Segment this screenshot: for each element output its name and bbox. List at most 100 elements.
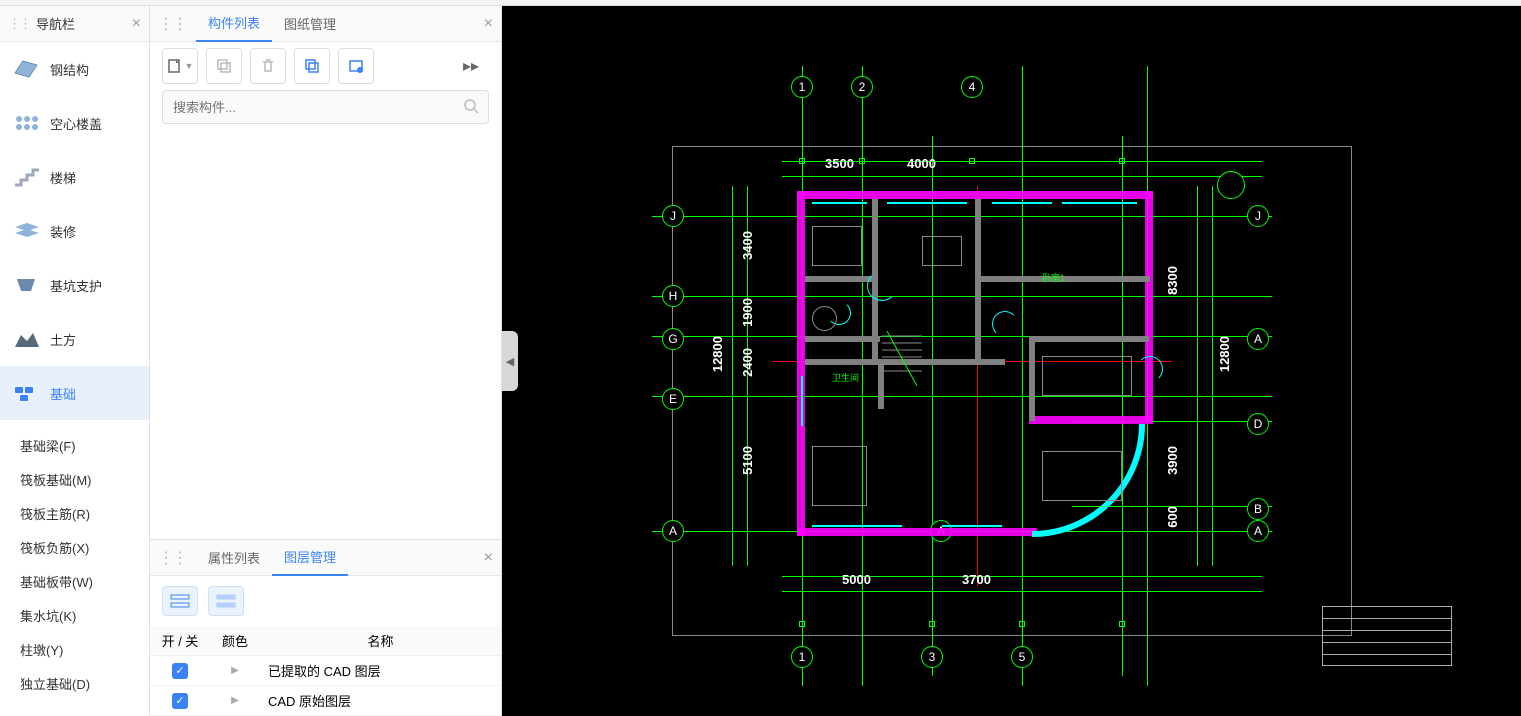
dim-line (1212, 186, 1213, 566)
mid-panel: ⋮⋮ 构件列表 图纸管理 × ▼ ▸▸ ⋮⋮ 属性列表 图层管理 × (150, 6, 502, 716)
grid-line (652, 296, 1272, 297)
grid-bubble: 5 (1011, 646, 1033, 668)
layer-row[interactable]: ✓ ▶ 已提取的 CAD 图层 (150, 656, 501, 686)
expand-icon[interactable]: ▶ (210, 665, 260, 676)
grid-line (932, 136, 933, 676)
dropdown-arrow-icon: ▼ (185, 61, 194, 71)
copy-button[interactable] (206, 48, 242, 84)
close-icon[interactable]: × (484, 15, 493, 33)
wall (797, 528, 1037, 536)
dim-text: 4000 (907, 156, 936, 171)
grid-bubble: 2 (851, 76, 873, 98)
nav-item-stair[interactable]: 楼梯 (0, 150, 149, 204)
dim-line (782, 591, 1262, 592)
earthwork-icon (12, 325, 40, 353)
grid-bubble: E (662, 388, 684, 410)
furniture-table (922, 236, 962, 266)
wall-interior (1029, 336, 1035, 421)
col-name: 名称 (260, 631, 501, 650)
nav-panel: ⋮⋮ 导航栏 × 钢结构 空心楼盖 楼梯 装修 基坑支护 (0, 6, 150, 716)
nav-item-hollow-floor[interactable]: 空心楼盖 (0, 96, 149, 150)
more-button[interactable]: ▸▸ (453, 48, 489, 84)
nav-sub-item[interactable]: 集水坑(K) (0, 598, 149, 632)
nav-sub-item[interactable]: 筏板基础(M) (0, 462, 149, 496)
grid-marker (859, 158, 865, 164)
nav-item-foundation[interactable]: 基础 (0, 366, 149, 420)
wall (797, 191, 1153, 199)
new-button[interactable]: ▼ (162, 48, 198, 84)
nav-sub-item[interactable]: 筏板负筋(X) (0, 530, 149, 564)
room-label: 卫生间 (832, 371, 859, 384)
stair-icon (12, 163, 40, 191)
steel-icon (12, 55, 40, 83)
dim-text: 3900 (1165, 446, 1180, 475)
layer-table: 开 / 关 颜色 名称 ✓ ▶ 已提取的 CAD 图层 ✓ ▶ CAD 原始图层 (150, 626, 501, 716)
nav-panel-title: 导航栏 (36, 14, 75, 33)
grid-marker (929, 621, 935, 627)
grid-bubble: G (662, 328, 684, 350)
grid-bubble: A (1247, 520, 1269, 542)
window (887, 202, 967, 204)
nav-sub-item[interactable]: 柱墩(Y) (0, 632, 149, 666)
search-input[interactable] (162, 90, 489, 124)
drag-handle-icon[interactable]: ⋮⋮ (158, 14, 186, 34)
window (812, 525, 902, 527)
grid-bubble: B (1247, 498, 1269, 520)
grid-bubble: A (662, 520, 684, 542)
col-color: 颜色 (210, 631, 260, 650)
nav-sub-item[interactable]: 基础梁(F) (0, 428, 149, 462)
layer-row[interactable]: ✓ ▶ CAD 原始图层 (150, 686, 501, 716)
drag-handle-icon[interactable]: ⋮⋮ (158, 548, 186, 568)
search-icon (463, 98, 479, 119)
cad-drawing: 1 2 4 1 3 5 J H G E A J A D B A A 3500 4… (672, 76, 1352, 636)
nav-sub-item[interactable]: 独立基础(D) (0, 666, 149, 700)
hide-layer-button[interactable] (208, 586, 244, 616)
expand-icon[interactable]: ▶ (210, 695, 260, 706)
property-section: ⋮⋮ 属性列表 图层管理 × 开 / 关 颜色 名称 ✓ ▶ 已提取的 CAD … (150, 539, 501, 716)
dim-text: 8300 (1165, 266, 1180, 295)
wall-interior (805, 276, 875, 282)
grid-bubble: 1 (791, 76, 813, 98)
search-row (150, 90, 501, 134)
dim-text: 1900 (740, 298, 755, 327)
property-tabs: ⋮⋮ 属性列表 图层管理 × (150, 540, 501, 576)
window (801, 376, 803, 426)
grid-marker (799, 158, 805, 164)
close-icon[interactable]: × (484, 549, 493, 567)
close-icon[interactable]: × (132, 15, 141, 33)
nav-item-steel[interactable]: 钢结构 (0, 42, 149, 96)
nav-item-label: 楼梯 (50, 168, 76, 187)
nav-item-label: 装修 (50, 222, 76, 241)
nav-item-earthwork[interactable]: 土方 (0, 312, 149, 366)
sort-button[interactable] (338, 48, 374, 84)
dim-line (782, 176, 1262, 177)
dim-line (1197, 186, 1198, 566)
nav-sub-item[interactable]: 筏板主筋(R) (0, 496, 149, 530)
grid-line (1022, 66, 1023, 686)
nav-item-pit-support[interactable]: 基坑支护 (0, 258, 149, 312)
tab-property-list[interactable]: 属性列表 (196, 540, 272, 576)
tab-layer-mgmt[interactable]: 图层管理 (272, 540, 348, 576)
collapse-handle[interactable]: ◀ (502, 331, 518, 391)
show-layer-button[interactable] (162, 586, 198, 616)
col-toggle: 开 / 关 (150, 631, 210, 650)
interlayer-copy-button[interactable] (294, 48, 330, 84)
window (942, 525, 1002, 527)
cad-canvas[interactable]: ◀ (502, 6, 1521, 716)
grid-line (652, 216, 1272, 217)
nav-item-decoration[interactable]: 装修 (0, 204, 149, 258)
layer-checkbox[interactable]: ✓ (172, 663, 188, 679)
nav-sub-item[interactable]: 基础板带(W) (0, 564, 149, 598)
drag-handle-icon[interactable]: ⋮⋮ (8, 16, 30, 32)
door-arc (1137, 356, 1163, 382)
tab-component-list[interactable]: 构件列表 (196, 6, 272, 42)
wall (797, 191, 805, 536)
dim-line (782, 161, 1262, 162)
furniture-sofa (812, 446, 867, 506)
dim-text: 600 (1165, 506, 1180, 528)
layer-checkbox[interactable]: ✓ (172, 693, 188, 709)
tab-drawing-mgmt[interactable]: 图纸管理 (272, 6, 348, 42)
delete-button[interactable] (250, 48, 286, 84)
grid-line (652, 396, 1272, 397)
layer-name: CAD 原始图层 (260, 691, 501, 710)
